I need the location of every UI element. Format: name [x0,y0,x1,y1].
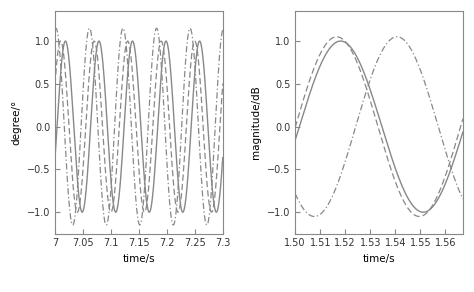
Y-axis label: magnitude/dB: magnitude/dB [251,86,261,159]
X-axis label: time/s: time/s [363,254,395,264]
X-axis label: time/s: time/s [123,254,155,264]
Y-axis label: degree/°: degree/° [11,100,21,145]
